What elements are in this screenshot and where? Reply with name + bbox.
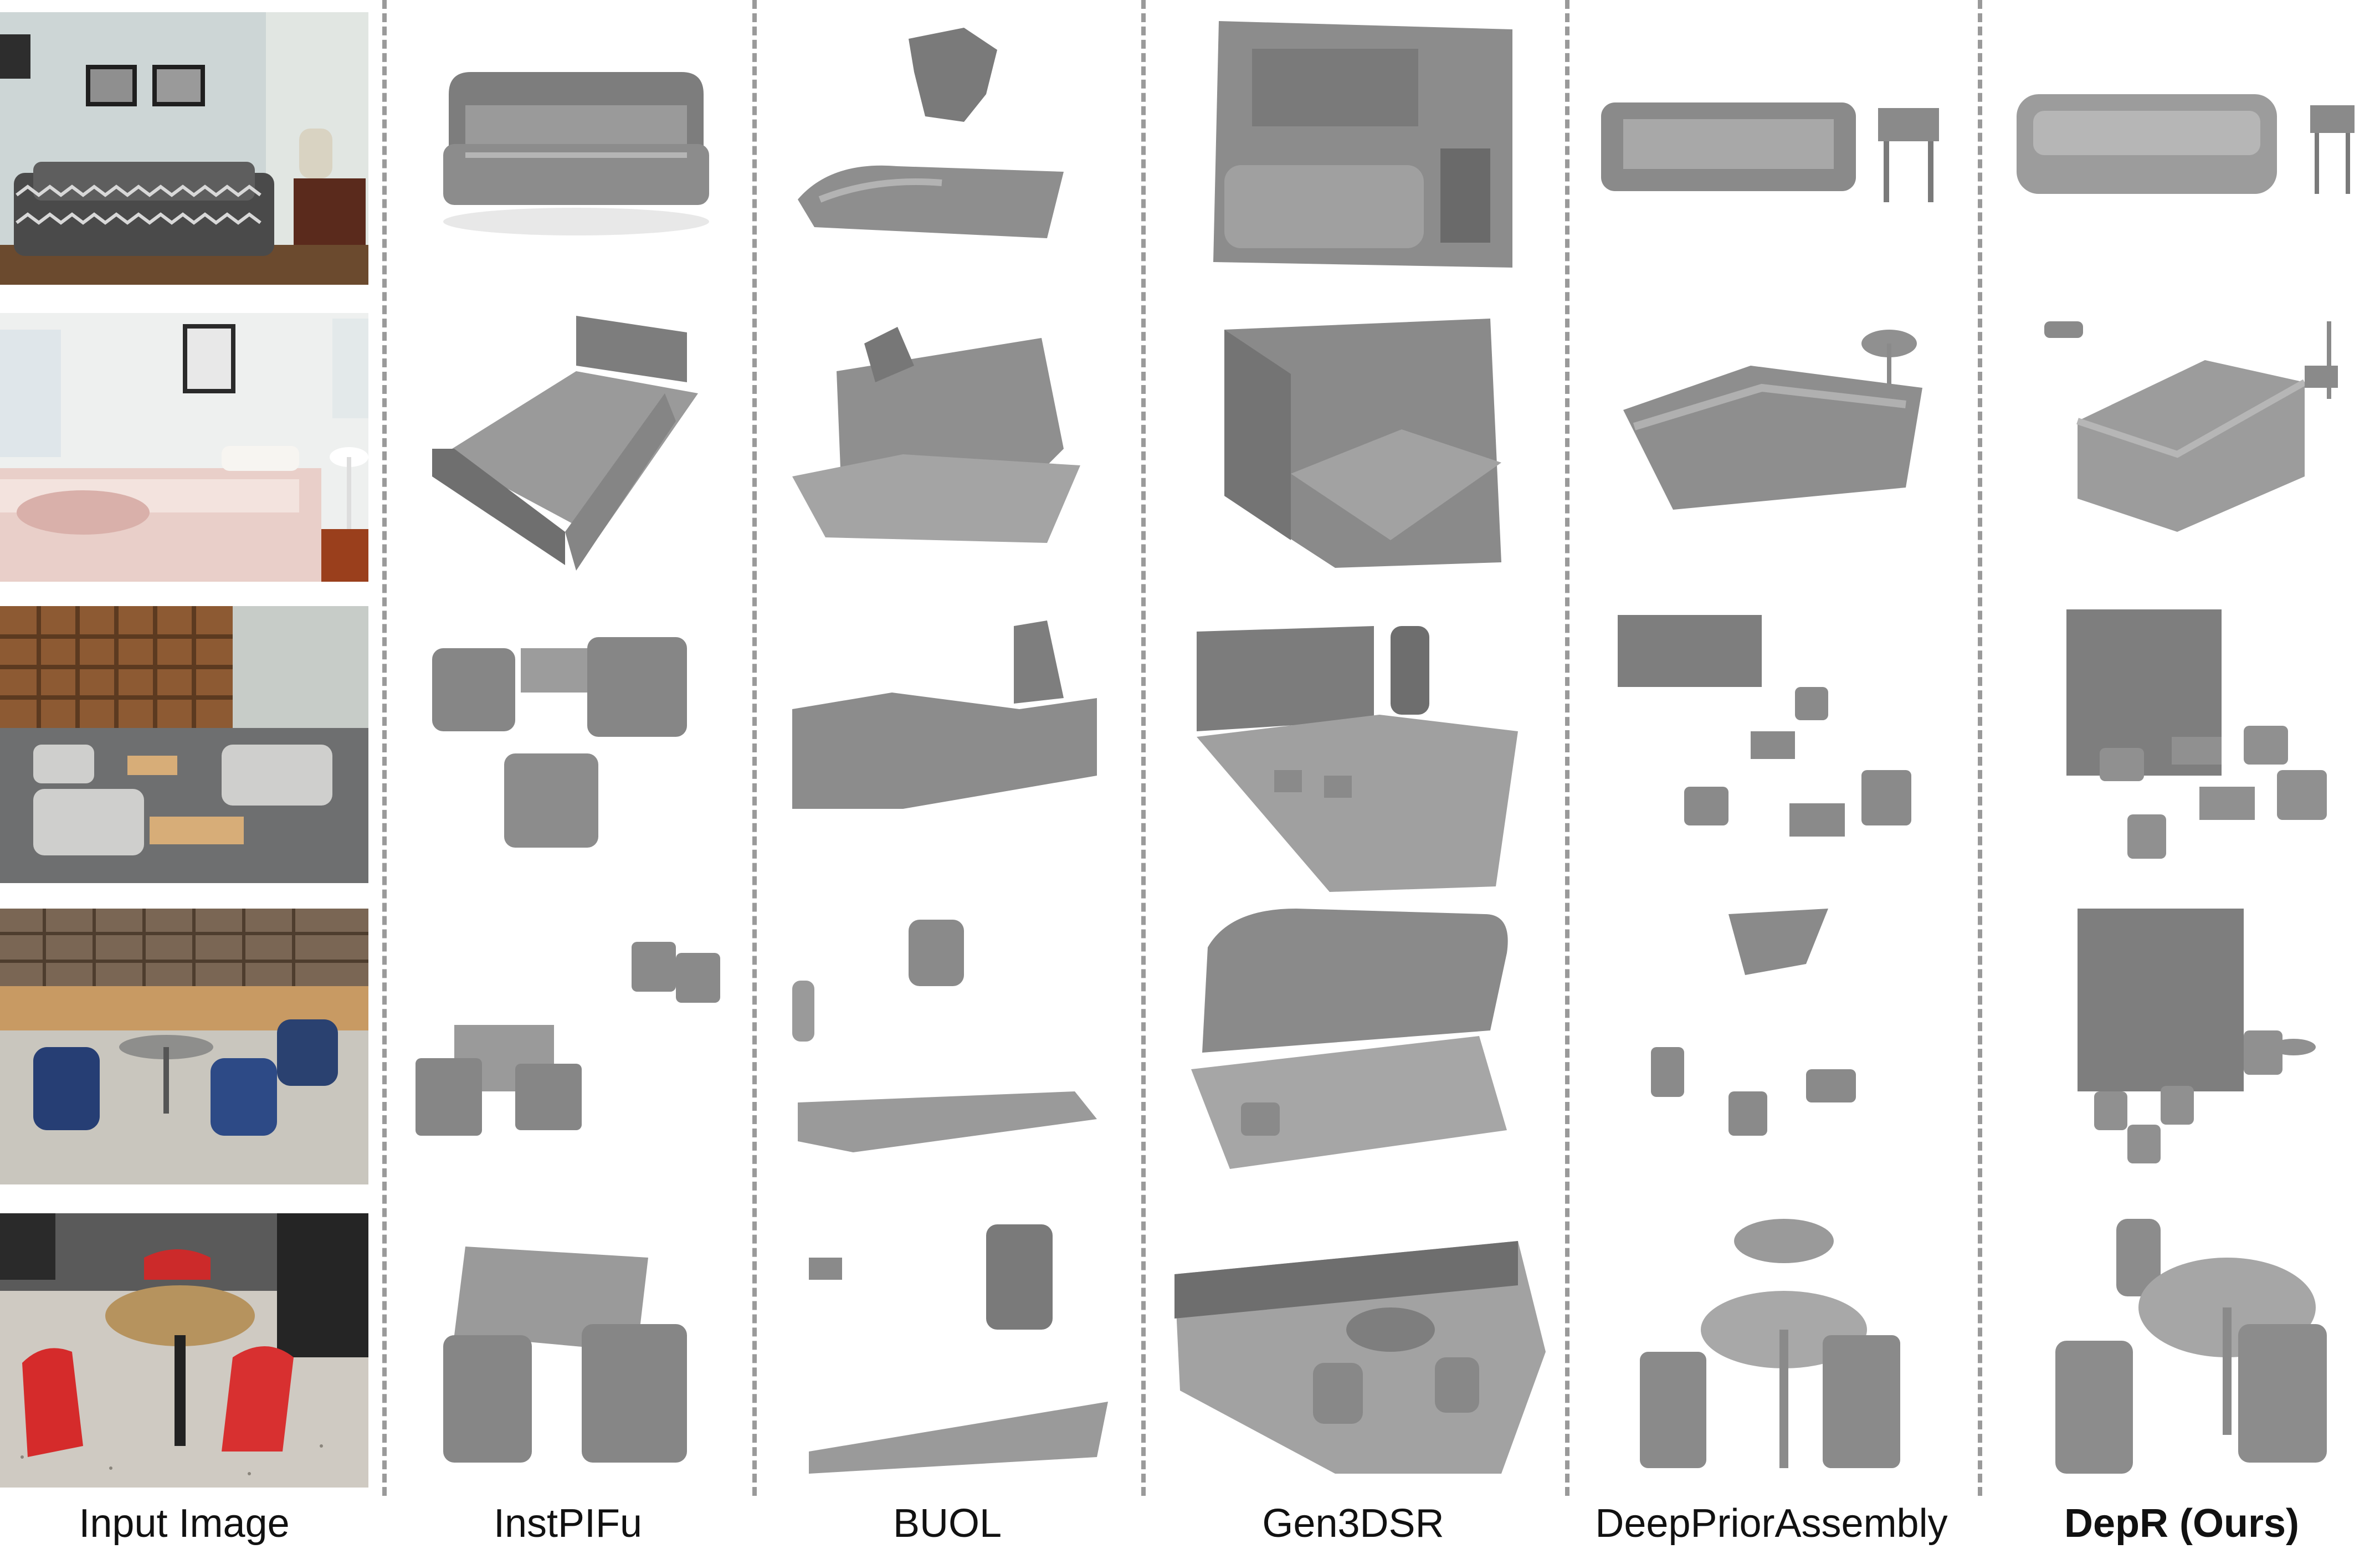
- column-label-dpa: DeepPriorAssembly: [1595, 1501, 1948, 1546]
- column-label-gen3dsr: Gen3DSR: [1262, 1501, 1444, 1546]
- depr-sofa-render: [2011, 83, 2366, 216]
- depr-bed-render: [2028, 310, 2360, 543]
- instpifu-sofa-render: [432, 55, 720, 238]
- column-separator: [382, 0, 387, 1496]
- input-image-row-2: [0, 313, 368, 582]
- instpifu-lounge-render: [421, 604, 731, 870]
- gen3dsr-lounge-render: [1191, 615, 1524, 892]
- gen3dsr-bed-render: [1219, 307, 1507, 573]
- dpa-sofa-render: [1596, 91, 1950, 216]
- column-label-buol: BUOL: [892, 1501, 1002, 1546]
- gen3dsr-cafe-red-render: [1169, 1230, 1551, 1479]
- dpa-lounge-render: [1607, 604, 1950, 881]
- column-label-depr: DepR (Ours): [2064, 1501, 2300, 1546]
- gen3dsr-cafe-blue-render: [1186, 903, 1529, 1175]
- dpa-cafe-red-render: [1623, 1219, 1933, 1490]
- depr-cafe-blue-render: [2072, 903, 2338, 1180]
- instpifu-bed-render: [421, 310, 720, 576]
- instpifu-cafe-blue-render: [410, 936, 742, 1152]
- buol-cafe-blue-render: [787, 909, 1119, 1175]
- column-separator: [752, 0, 757, 1496]
- input-image-row-5: [0, 1213, 368, 1488]
- column-separator: [1978, 0, 1982, 1496]
- column-separator: [1141, 0, 1146, 1496]
- column-separator: [1565, 0, 1569, 1496]
- input-image-row-1: [0, 12, 368, 285]
- depr-lounge-render: [2044, 604, 2355, 881]
- column-label-instpifu: InstPIFu: [493, 1501, 643, 1546]
- depr-cafe-red-render: [2044, 1213, 2355, 1496]
- instpifu-cafe-red-render: [432, 1224, 720, 1490]
- buol-sofa-render: [787, 17, 1091, 260]
- buol-cafe-red-render: [798, 1213, 1119, 1490]
- input-image-row-4: [0, 909, 368, 1184]
- buol-lounge-render: [781, 615, 1114, 848]
- gen3dsr-sofa-render: [1202, 16, 1518, 281]
- buol-bed-render: [787, 310, 1097, 554]
- input-image-row-3: [0, 606, 368, 883]
- dpa-bed-render: [1618, 321, 1928, 554]
- column-label-input: Input Image: [79, 1501, 290, 1546]
- dpa-cafe-blue-render: [1629, 903, 1939, 1175]
